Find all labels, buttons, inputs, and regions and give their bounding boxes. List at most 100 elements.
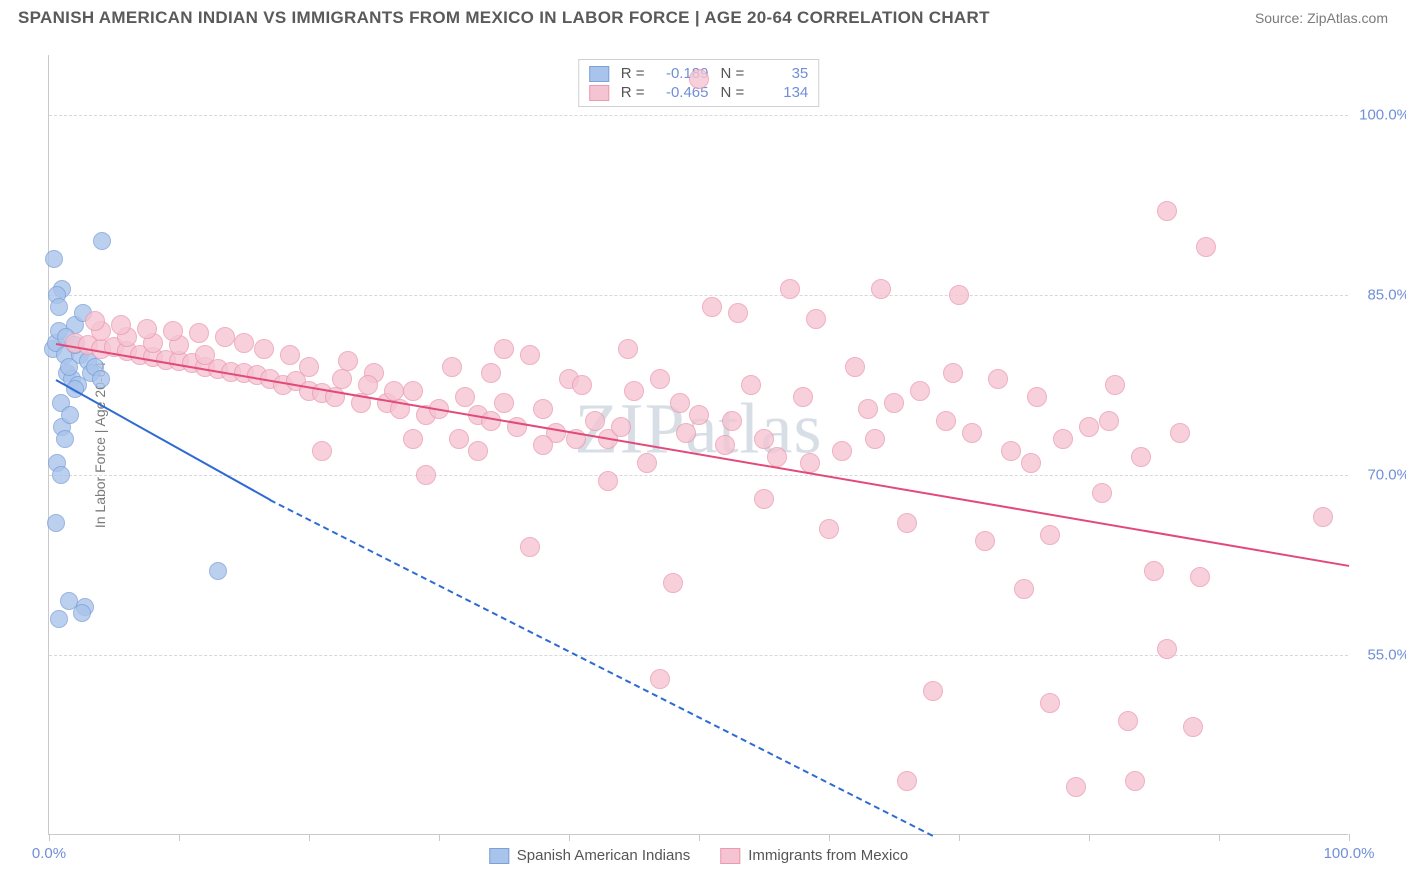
data-point [1014,579,1034,599]
data-point [1118,711,1138,731]
data-point [195,345,215,365]
data-point [45,250,63,268]
chart-header: SPANISH AMERICAN INDIAN VS IMMIGRANTS FR… [0,0,1406,32]
data-point [845,357,865,377]
gridline [49,115,1348,116]
data-point [1079,417,1099,437]
legend-n-label: N = [721,65,745,82]
gridline [49,655,1348,656]
data-point [60,358,78,376]
data-point [949,285,969,305]
data-point [358,375,378,395]
legend-item-series-2: Immigrants from Mexico [720,847,908,864]
legend-n-label: N = [721,84,745,101]
data-point [234,333,254,353]
data-point [1157,201,1177,221]
data-point [189,323,209,343]
data-point [819,519,839,539]
data-point [520,537,540,557]
swatch-series-1 [489,848,509,864]
data-point [865,429,885,449]
data-point [52,466,70,484]
data-point [572,375,592,395]
data-point [637,453,657,473]
y-tick-label: 55.0% [1367,647,1406,664]
data-point [728,303,748,323]
data-point [962,423,982,443]
data-point [832,441,852,461]
data-point [611,417,631,437]
data-point [384,381,404,401]
trend-line [270,499,934,837]
data-point [1105,375,1125,395]
data-point [1053,429,1073,449]
data-point [1001,441,1021,461]
legend-label-2: Immigrants from Mexico [748,847,908,864]
data-point [884,393,904,413]
data-point [702,297,722,317]
data-point [650,369,670,389]
trend-line [55,343,1349,567]
data-point [47,514,65,532]
data-point [754,429,774,449]
data-point [1021,453,1041,473]
x-tick-label: 0.0% [32,845,66,862]
legend-r-label: R = [621,84,645,101]
data-point [793,387,813,407]
x-tick [309,834,310,841]
data-point [403,381,423,401]
data-point [468,441,488,461]
data-point [209,562,227,580]
x-tick [1349,834,1350,841]
x-tick [1089,834,1090,841]
data-point [897,513,917,533]
data-point [689,405,709,425]
data-point [111,315,131,335]
data-point [50,298,68,316]
data-point [56,430,74,448]
data-point [494,339,514,359]
data-point [1099,411,1119,431]
data-point [1313,507,1333,527]
y-tick-label: 85.0% [1367,287,1406,304]
data-point [163,321,183,341]
x-tick [179,834,180,841]
data-point [754,489,774,509]
swatch-series-1 [589,66,609,82]
data-point [338,351,358,371]
data-point [858,399,878,419]
gridline [49,475,1348,476]
x-tick [439,834,440,841]
data-point [1092,483,1112,503]
y-tick-label: 100.0% [1359,107,1406,124]
data-point [1040,693,1060,713]
data-point [1131,447,1151,467]
data-point [618,339,638,359]
swatch-series-2 [589,85,609,101]
data-point [767,447,787,467]
data-point [1144,561,1164,581]
data-point [481,363,501,383]
legend-r-label: R = [621,65,645,82]
data-point [494,393,514,413]
data-point [416,465,436,485]
data-point [533,435,553,455]
data-point [449,429,469,449]
data-point [715,435,735,455]
data-point [1183,717,1203,737]
data-point [92,370,110,388]
data-point [897,771,917,791]
x-tick-label: 100.0% [1324,845,1375,862]
data-point [1157,639,1177,659]
data-point [585,411,605,431]
data-point [1170,423,1190,443]
data-point [280,345,300,365]
data-point [943,363,963,383]
data-point [50,610,68,628]
data-point [61,406,79,424]
chart-title: SPANISH AMERICAN INDIAN VS IMMIGRANTS FR… [18,8,990,28]
swatch-series-2 [720,848,740,864]
data-point [650,669,670,689]
data-point [780,279,800,299]
data-point [936,411,956,431]
